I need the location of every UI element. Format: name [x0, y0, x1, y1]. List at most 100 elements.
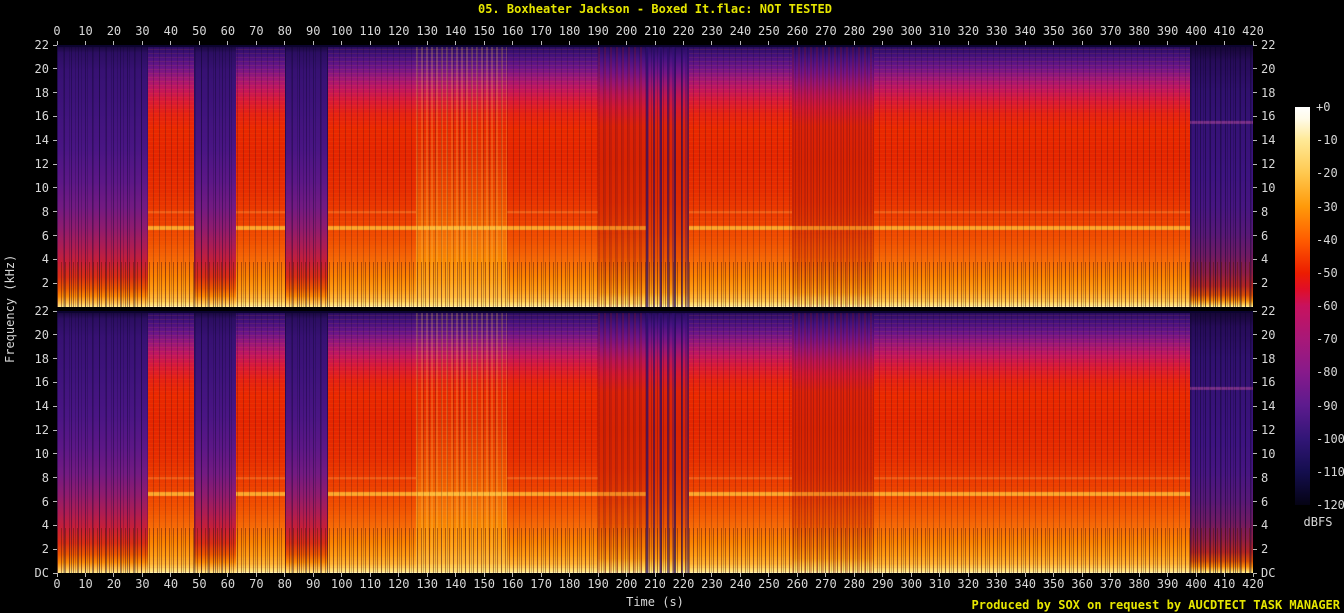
x-tick-mark — [711, 41, 713, 45]
y-tick-label: 2 — [1261, 276, 1269, 291]
x-tick-label: 390 — [1156, 24, 1179, 38]
x-tick-label: 300 — [900, 577, 923, 591]
x-tick-mark — [170, 41, 172, 45]
x-tick-mark — [198, 41, 200, 45]
x-tick-mark — [1110, 41, 1112, 45]
y-tick-mark — [53, 501, 57, 503]
x-tick-mark — [255, 573, 257, 577]
x-tick-mark — [369, 573, 371, 577]
y-tick-label: 8 — [1261, 470, 1269, 485]
x-tick-label: 90 — [306, 24, 321, 38]
x-tick-mark — [796, 573, 798, 577]
x-tick-mark — [796, 41, 798, 45]
spectrogram-section-soft — [598, 45, 648, 307]
y-tick-mark — [1253, 429, 1257, 431]
x-tick-mark — [853, 573, 855, 577]
y-tick-mark — [1253, 211, 1257, 213]
y-tick-label: 12 — [1261, 157, 1276, 172]
colorbar-tick-label: -70 — [1316, 332, 1338, 347]
spectrogram-section-loud — [148, 45, 195, 307]
x-tick-mark — [455, 41, 457, 45]
y-tick-label: 20 — [1261, 61, 1276, 76]
y-tick-label: 8 — [41, 204, 49, 219]
x-tick-mark — [1167, 573, 1169, 577]
x-tick-label: 260 — [786, 577, 809, 591]
x-tick-label: 50 — [192, 577, 207, 591]
x-tick-mark — [654, 573, 656, 577]
colorbar-gradient — [1295, 107, 1310, 505]
y-tick-label: 22 — [34, 304, 49, 318]
colorbar-tick-label: -40 — [1316, 232, 1338, 247]
spectrogram-section-loud — [689, 45, 793, 307]
x-tick-mark — [626, 41, 628, 45]
y-tick-mark — [53, 477, 57, 479]
spectrogram-section-loud — [327, 311, 417, 573]
x-tick-label: 0 — [53, 24, 61, 38]
spectrogram-section-breakdown — [646, 45, 690, 307]
x-tick-label: 200 — [615, 24, 638, 38]
x-tick-mark — [825, 41, 827, 45]
spectrogram-section-quiet — [284, 45, 329, 307]
x-tick-mark — [284, 573, 286, 577]
colorbar-tick-label: -80 — [1316, 365, 1338, 380]
x-tick-label: 110 — [359, 24, 382, 38]
x-tick-label: 240 — [729, 577, 752, 591]
x-tick-mark — [227, 41, 229, 45]
x-tick-label: 230 — [701, 577, 723, 591]
x-tick-mark — [569, 573, 571, 577]
spectrogram-channel-2 — [57, 311, 1253, 573]
y-tick-label: 14 — [1261, 133, 1276, 148]
spectrogram-section-soft — [791, 45, 875, 307]
time-axis-top: 0 10 20 30 40 50 60 70 80 90 100 110 120 130 140 150 160… — [53, 0, 1264, 45]
x-tick-mark — [1224, 573, 1226, 577]
x-tick-mark — [1138, 573, 1140, 577]
spectrogram-section-hot — [415, 45, 508, 307]
x-tick-label: 400 — [1185, 24, 1207, 38]
x-tick-label: 290 — [871, 24, 894, 38]
spectrogram-section-quiet — [57, 45, 149, 307]
x-tick-mark — [910, 41, 912, 45]
y-tick-mark — [1253, 548, 1257, 550]
x-tick-mark — [825, 573, 827, 577]
x-tick-label: 370 — [1099, 24, 1122, 38]
y-tick-mark — [1253, 235, 1257, 237]
x-tick-mark — [1252, 41, 1254, 45]
x-tick-label: 150 — [473, 24, 495, 38]
x-tick-label: 310 — [928, 24, 951, 38]
x-tick-label: 160 — [501, 577, 524, 591]
x-tick-mark — [682, 573, 684, 577]
colorbar-tick-label: -50 — [1316, 265, 1338, 280]
x-tick-label: 420 — [1242, 577, 1264, 591]
x-tick-label: 170 — [530, 577, 552, 591]
spectrogram-section-hot — [415, 311, 508, 573]
spectrogram-section-loud — [148, 311, 195, 573]
x-tick-mark — [597, 41, 599, 45]
x-tick-mark — [768, 573, 770, 577]
x-tick-mark — [1024, 573, 1026, 577]
x-tick-mark — [341, 41, 343, 45]
x-tick-mark — [967, 41, 969, 45]
y-tick-label: 10 — [34, 446, 49, 461]
spectrogram-section-quiet — [284, 311, 329, 573]
y-tick-label: DC — [34, 566, 49, 580]
x-tick-label: 360 — [1071, 577, 1093, 591]
x-tick-mark — [170, 573, 172, 577]
x-tick-label: 250 — [758, 24, 780, 38]
x-tick-mark — [512, 41, 514, 45]
y-tick-mark — [53, 235, 57, 237]
x-tick-mark — [227, 573, 229, 577]
x-tick-label: 20 — [106, 24, 122, 38]
spectrogram-section-loud — [874, 45, 1191, 307]
y-tick-mark — [1253, 405, 1257, 407]
x-tick-mark — [939, 41, 941, 45]
x-tick-mark — [426, 573, 428, 577]
x-tick-label: 350 — [1042, 577, 1065, 591]
x-tick-mark — [739, 41, 741, 45]
colorbar-tick-label: -90 — [1316, 398, 1338, 413]
colorbar-unit-label: dBFS — [1303, 515, 1333, 529]
x-tick-label: 30 — [135, 24, 150, 38]
colorbar-tick-label: +0 — [1316, 100, 1331, 114]
x-tick-label: 410 — [1213, 577, 1236, 591]
x-tick-label: 280 — [843, 577, 866, 591]
x-tick-label: 70 — [249, 24, 264, 38]
